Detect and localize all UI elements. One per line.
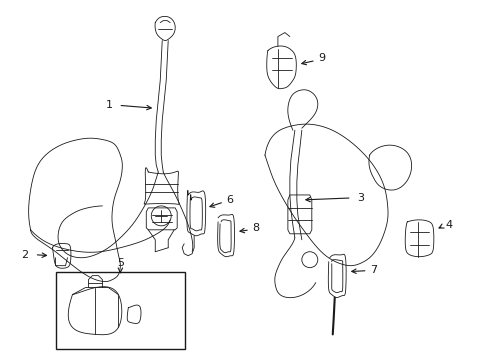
Text: 3: 3	[358, 193, 365, 203]
Text: 9: 9	[318, 54, 325, 63]
Text: 4: 4	[445, 220, 453, 230]
Text: 2: 2	[22, 250, 28, 260]
Text: 7: 7	[369, 265, 377, 275]
Text: 8: 8	[252, 223, 259, 233]
Text: 6: 6	[226, 195, 233, 205]
Text: 5: 5	[117, 258, 124, 268]
Text: 1: 1	[105, 100, 112, 110]
